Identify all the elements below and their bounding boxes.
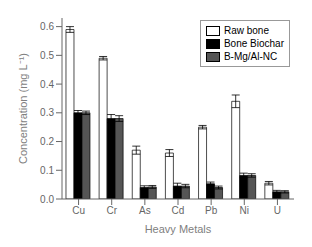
svg-text:As: As bbox=[139, 205, 151, 216]
svg-text:Heavy Metals: Heavy Metals bbox=[145, 223, 212, 235]
html-text:Bone Biochar: Bone Biochar bbox=[224, 38, 284, 49]
svg-text:Pb: Pb bbox=[205, 205, 218, 216]
svg-text:Cd: Cd bbox=[172, 205, 185, 216]
svg-text:0.4: 0.4 bbox=[40, 79, 54, 90]
svg-text:0.6: 0.6 bbox=[40, 21, 54, 32]
html-text:B-Mg/Al-NC: B-Mg/Al-NC bbox=[224, 51, 278, 62]
svg-text:U: U bbox=[274, 205, 281, 216]
svg-text:0.5: 0.5 bbox=[40, 50, 54, 61]
svg-text:Concentration (mg L⁻¹): Concentration (mg L⁻¹) bbox=[17, 53, 29, 164]
svg-text:0.0: 0.0 bbox=[40, 194, 54, 205]
svg-text:0.1: 0.1 bbox=[40, 165, 54, 176]
html-text:Raw bone: Raw bone bbox=[224, 25, 269, 36]
svg-text:0.3: 0.3 bbox=[40, 107, 54, 118]
svg-text:Cr: Cr bbox=[106, 205, 117, 216]
svg-text:Cu: Cu bbox=[72, 205, 85, 216]
svg-text:Ni: Ni bbox=[240, 205, 249, 216]
svg-text:0.2: 0.2 bbox=[40, 136, 54, 147]
